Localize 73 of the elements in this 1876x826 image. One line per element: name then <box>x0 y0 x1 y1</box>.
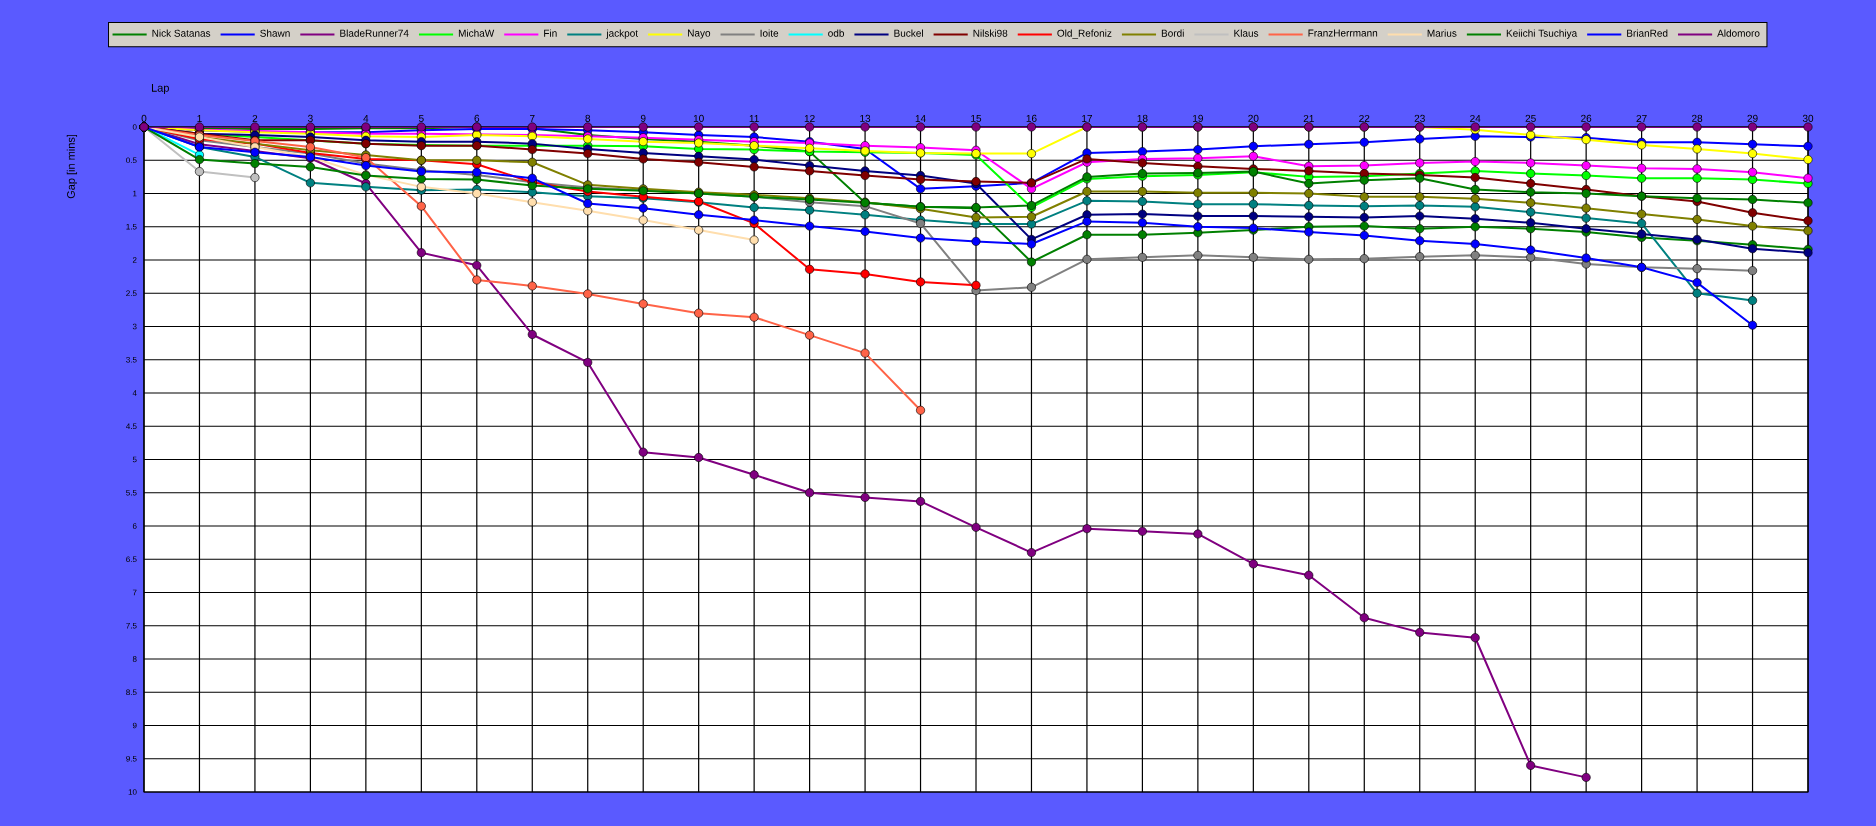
legend-label: Nayo <box>688 29 711 39</box>
y-tick-label: 8 <box>132 656 137 662</box>
x-tick-label: 21 <box>1303 114 1314 122</box>
y-tick-label: 3.5 <box>126 356 137 363</box>
x-tick-label: 9 <box>640 114 646 122</box>
x-tick-label: 12 <box>804 114 815 122</box>
legend-label: Old_Refoniz <box>1057 29 1112 39</box>
x-tick-label: 14 <box>915 115 926 122</box>
x-tick-label: 28 <box>1692 114 1703 122</box>
legend-label: BladeRunner74 <box>340 29 409 37</box>
y-tick-label: 8.5 <box>126 689 137 696</box>
x-tick-label: 18 <box>1137 114 1148 122</box>
x-tick-label: 2 <box>252 114 258 122</box>
legend-label: Marius <box>1427 29 1457 37</box>
x-tick-label: 29 <box>1747 114 1758 122</box>
x-tick-label: 30 <box>1802 114 1814 122</box>
x-tick-label: 20 <box>1248 114 1259 122</box>
x-tick-label: 11 <box>749 115 759 122</box>
legend-label: jackpot <box>606 29 638 39</box>
legend-label: Aldomoro <box>1717 29 1760 37</box>
y-axis-title: Gap [in mins] <box>66 134 78 199</box>
x-tick-label: 1 <box>197 115 202 122</box>
y-tick-label: 4.5 <box>126 423 137 430</box>
y-tick-label: 6 <box>132 523 137 529</box>
x-tick-label: 16 <box>1026 114 1037 122</box>
y-tick-label: 0 <box>132 124 137 130</box>
x-tick-label: 7 <box>529 115 535 122</box>
y-tick-label: 3 <box>132 323 137 330</box>
x-tick-label: 13 <box>860 114 871 122</box>
legend-label: Nilski98 <box>973 29 1008 37</box>
x-tick-label: 17 <box>1082 115 1092 122</box>
legend-label: Buckel <box>894 29 923 37</box>
x-tick-label: 26 <box>1581 114 1592 122</box>
x-tick-label: 6 <box>474 114 480 122</box>
x-tick-label: 22 <box>1359 114 1370 122</box>
x-tick-label: 4 <box>363 115 369 122</box>
x-tick-label: 3 <box>308 114 313 122</box>
legend-label: odb <box>828 29 845 37</box>
x-tick-label: 24 <box>1470 114 1481 122</box>
y-tick-label: 10 <box>128 789 137 795</box>
x-tick-label: 27 <box>1636 114 1647 122</box>
legend-label: Keiichi Tsuchiya <box>1506 29 1578 39</box>
y-tick-label: 0.5 <box>126 157 137 164</box>
y-tick-label: 5.5 <box>126 489 137 496</box>
y-tick-label: 9 <box>132 722 137 729</box>
legend-label: BrianRed <box>1627 29 1668 37</box>
legend-label: Shawn <box>260 29 290 37</box>
x-tick-label: 5 <box>418 114 424 122</box>
x-tick-label: 10 <box>693 114 704 122</box>
legend-label: Ioite <box>760 29 779 37</box>
legend-label: Klaus <box>1234 29 1259 37</box>
legend-label: Bordi <box>1161 29 1184 37</box>
y-tick-label: 1.5 <box>126 223 137 230</box>
y-tick-label: 6.5 <box>126 556 137 563</box>
x-tick-label: 25 <box>1525 114 1536 122</box>
legend-label: FranzHerrmann <box>1308 29 1378 37</box>
legend-label: Nick Satanas <box>152 29 211 37</box>
y-tick-label: 7.5 <box>126 622 137 629</box>
x-tick-label: 15 <box>971 114 982 122</box>
y-tick-label: 2.5 <box>126 290 137 297</box>
y-tick-label: 7 <box>132 589 137 596</box>
x-tick-label: 0 <box>141 114 147 122</box>
legend-label: MichaW <box>458 29 495 37</box>
y-tick-label: 2 <box>132 257 137 263</box>
x-tick-label: 8 <box>585 114 591 122</box>
y-tick-label: 5 <box>132 456 137 463</box>
x-tick-label: 23 <box>1414 114 1425 122</box>
x-tick-label: 19 <box>1193 114 1203 122</box>
y-tick-label: 9.5 <box>126 755 137 762</box>
legend-label: Fin <box>544 29 557 37</box>
y-tick-label: 1 <box>133 190 137 197</box>
x-axis-title: Lap <box>151 84 169 94</box>
y-tick-label: 4 <box>132 390 137 396</box>
